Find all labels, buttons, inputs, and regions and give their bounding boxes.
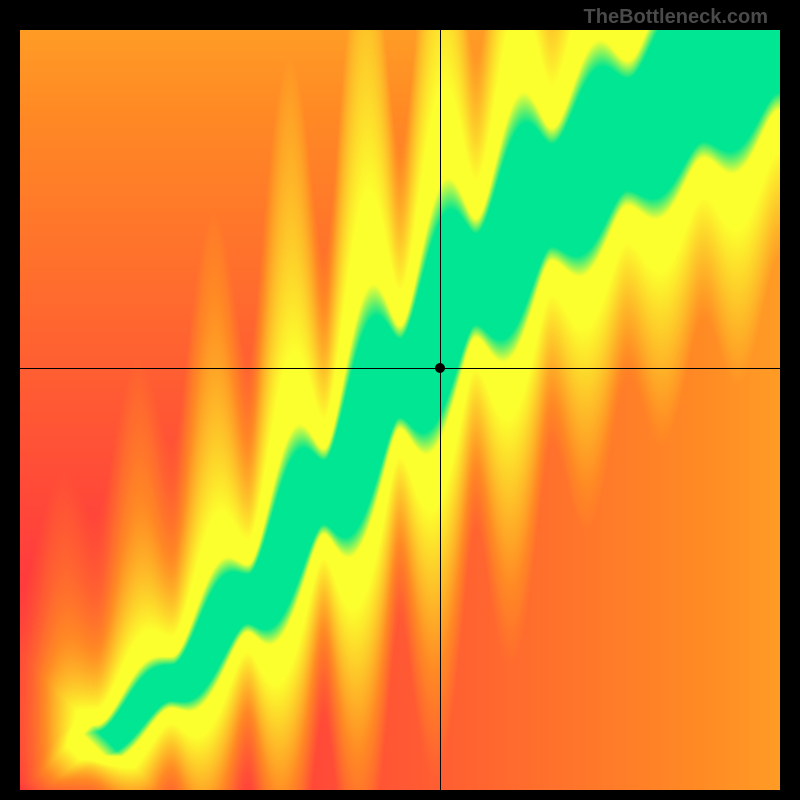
crosshair-horizontal	[20, 368, 780, 369]
crosshair-marker-dot	[435, 363, 445, 373]
heatmap-canvas	[20, 30, 780, 790]
crosshair-vertical	[440, 30, 441, 790]
heatmap-plot	[20, 30, 780, 790]
plot-frame	[20, 30, 780, 790]
page-container: TheBottleneck.com	[0, 0, 800, 800]
watermark-text: TheBottleneck.com	[584, 6, 768, 29]
